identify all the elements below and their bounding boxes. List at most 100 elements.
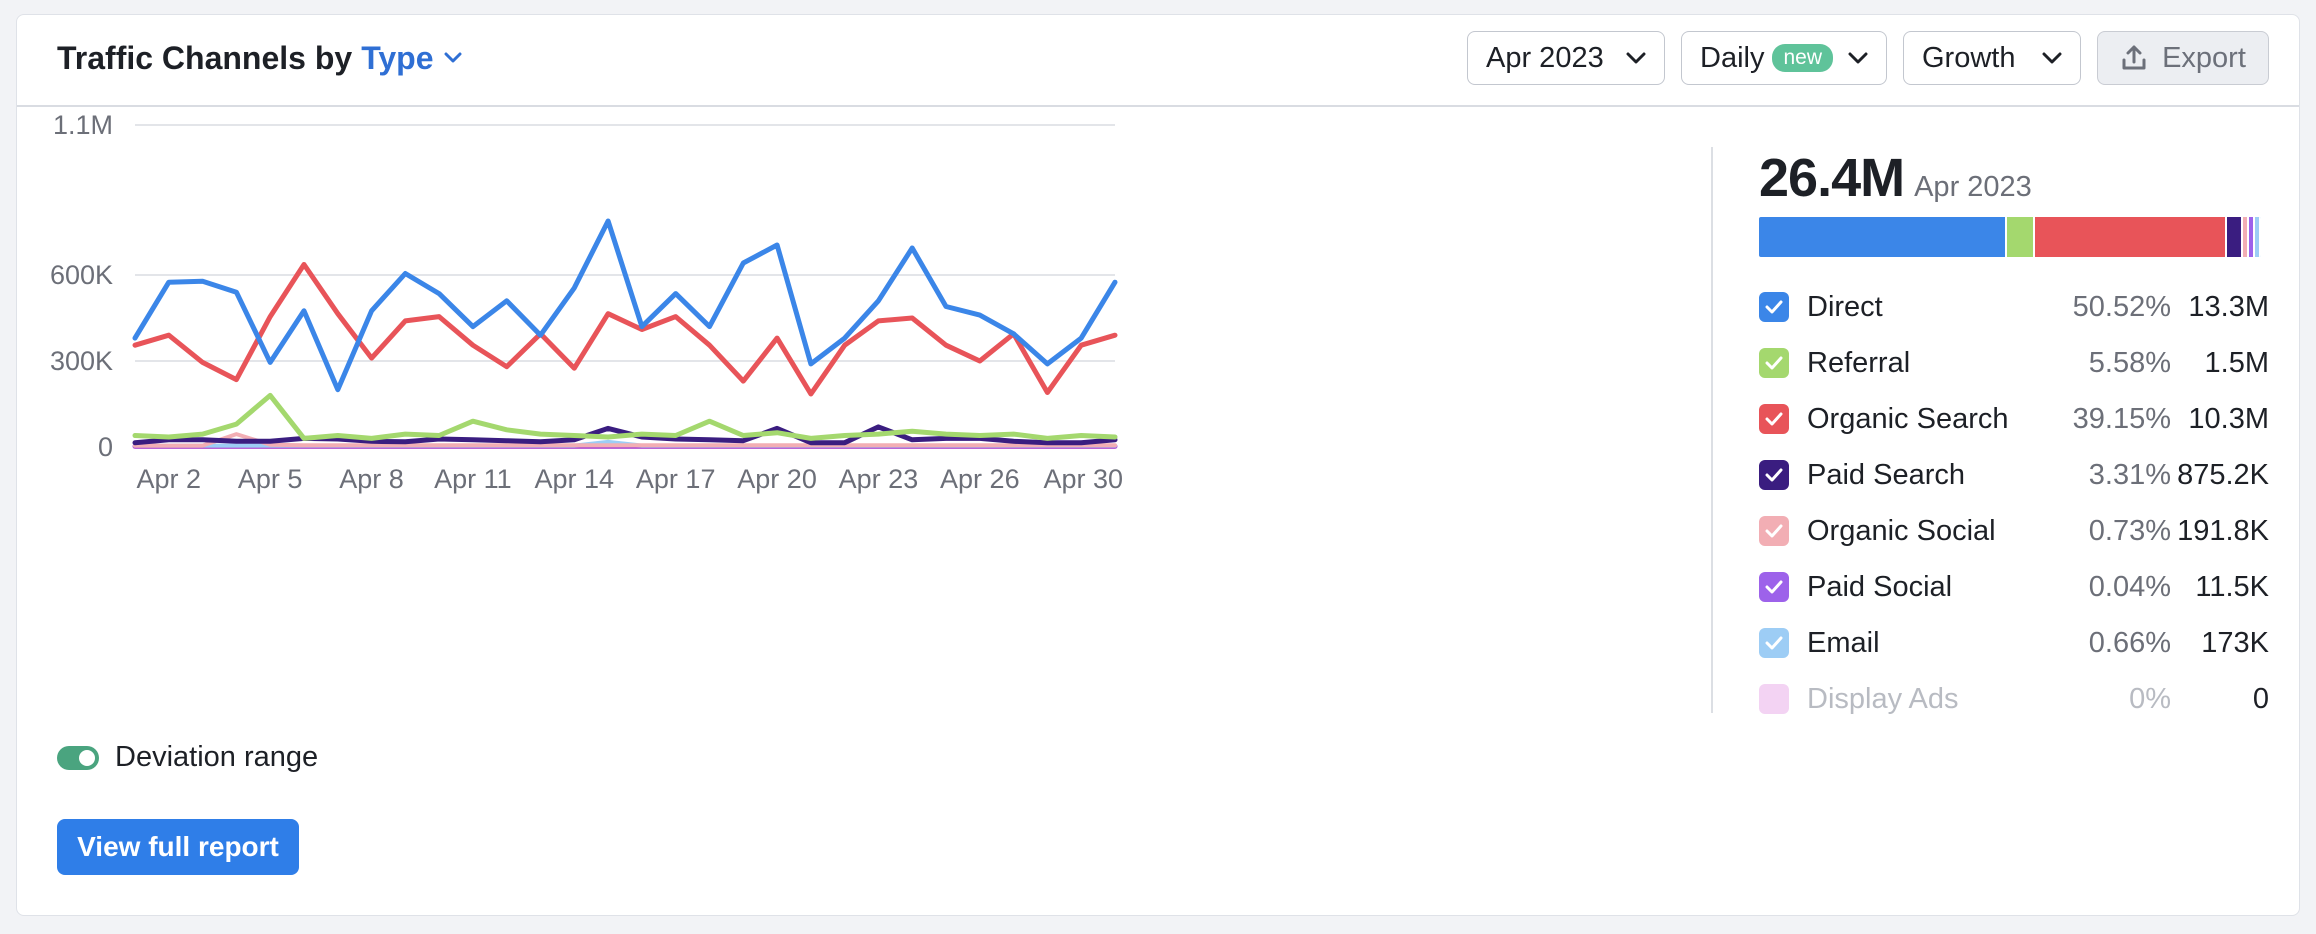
header-controls: Apr 2023 Daily new Growth Export: [1467, 31, 2269, 85]
x-tick-label: Apr 2: [137, 464, 202, 494]
legend-row[interactable]: Direct 50.52% 13.3M: [1759, 279, 2279, 335]
chevron-down-icon: [2042, 52, 2062, 64]
legend-name: Paid Social: [1807, 570, 1953, 603]
total-period: Apr 2023: [1914, 171, 2032, 203]
x-tick-label: Apr 30: [1043, 464, 1123, 494]
legend-name: Referral: [1807, 346, 1911, 379]
check-icon: [1765, 636, 1783, 650]
legend-checkbox[interactable]: [1759, 684, 1789, 714]
legend-checkbox[interactable]: [1759, 348, 1789, 378]
export-button[interactable]: Export: [2097, 31, 2269, 85]
legend-percent: 0.04%: [2088, 570, 2171, 603]
legend-percent: 3.31%: [2088, 458, 2171, 491]
legend-name: Organic Social: [1807, 514, 1996, 547]
panel-divider: [1711, 147, 1713, 713]
legend-row[interactable]: Paid Social 0.04% 11.5K: [1759, 559, 2279, 615]
date-select-label: Apr 2023: [1486, 41, 1604, 74]
check-icon: [1765, 468, 1783, 482]
share-segment: [1759, 217, 2008, 257]
y-tick-label: 600K: [50, 260, 113, 290]
legend-checkbox[interactable]: [1759, 628, 1789, 658]
check-icon: [1765, 300, 1783, 314]
legend-row[interactable]: Organic Search 39.15% 10.3M: [1759, 391, 2279, 447]
traffic-channels-card: Traffic Channels by Type Apr 2023 Daily …: [16, 14, 2300, 916]
granularity-select[interactable]: Daily new: [1681, 31, 1887, 85]
x-tick-label: Apr 23: [839, 464, 919, 494]
legend-checkbox[interactable]: [1759, 404, 1789, 434]
check-icon: [1765, 580, 1783, 594]
chevron-down-icon: [1626, 52, 1646, 64]
series-line-paid-search[interactable]: [132, 424, 1118, 446]
x-tick-label: Apr 17: [636, 464, 716, 494]
card-header: Traffic Channels by Type Apr 2023 Daily …: [17, 15, 2299, 107]
legend-value: 875.2K: [2177, 458, 2269, 491]
check-icon: [1765, 524, 1783, 538]
series-line-direct[interactable]: [132, 218, 1118, 393]
legend-value: 1.5M: [2204, 346, 2269, 379]
export-label: Export: [2162, 41, 2246, 74]
legend-percent: 0.73%: [2088, 514, 2171, 547]
x-tick-label: Apr 5: [238, 464, 303, 494]
channel-legend: Direct 50.52% 13.3M Referral 5.58% 1.5M Organi…: [1759, 279, 2279, 727]
y-tick-label: 1.1M: [53, 110, 113, 140]
deviation-toggle-row: Deviation range: [57, 741, 318, 774]
granularity-select-label: Daily: [1700, 41, 1765, 74]
legend-name: Display Ads: [1807, 682, 1959, 715]
chevron-down-icon: [1848, 52, 1868, 64]
legend-name: Organic Search: [1807, 402, 2009, 435]
legend-percent: 50.52%: [2072, 290, 2171, 323]
legend-percent: 0%: [2129, 682, 2171, 715]
chevron-down-icon: [444, 52, 461, 63]
legend-row[interactable]: Organic Social 0.73% 191.8K: [1759, 503, 2279, 559]
share-segment: [2034, 217, 2227, 257]
traffic-line-chart: 0 300K 600K 1.1M Apr 2 Apr 5 Apr 8 Apr 11 Apr 14…: [50, 110, 1123, 494]
check-icon: [1765, 356, 1783, 370]
date-select[interactable]: Apr 2023: [1467, 31, 1665, 85]
series-line-organic-social[interactable]: [133, 432, 1117, 448]
check-icon: [1765, 412, 1783, 426]
x-tick-label: Apr 8: [339, 464, 404, 494]
total-value: 26.4M: [1759, 148, 1905, 208]
legend-row[interactable]: Referral 5.58% 1.5M: [1759, 335, 2279, 391]
y-tick-label: 0: [98, 432, 113, 462]
summary-panel: 26.4M Apr 2023 Direct 50.52% 13.3M Referral…: [1759, 147, 2279, 715]
legend-checkbox[interactable]: [1759, 292, 1789, 322]
legend-name: Paid Search: [1807, 458, 1965, 491]
legend-value: 10.3M: [2188, 402, 2269, 435]
metric-select[interactable]: Growth: [1903, 31, 2081, 85]
legend-name: Direct: [1807, 290, 1883, 323]
legend-value: 191.8K: [2177, 514, 2269, 547]
new-badge: new: [1772, 44, 1833, 72]
legend-percent: 39.15%: [2072, 402, 2171, 435]
legend-row[interactable]: Paid Search 3.31% 875.2K: [1759, 447, 2279, 503]
deviation-range-label: Deviation range: [115, 741, 319, 773]
legend-row[interactable]: Display Ads 0% 0: [1759, 671, 2279, 727]
title-text: Traffic Channels by: [57, 39, 353, 76]
share-segment: [2226, 217, 2244, 257]
deviation-range-toggle[interactable]: [57, 745, 99, 770]
y-tick-label: 300K: [50, 346, 113, 376]
metric-select-label: Growth: [1922, 41, 2016, 74]
x-tick-label: Apr 26: [940, 464, 1020, 494]
legend-checkbox[interactable]: [1759, 460, 1789, 490]
legend-value: 13.3M: [2188, 290, 2269, 323]
x-tick-label: Apr 11: [434, 464, 512, 494]
legend-percent: 5.58%: [2088, 346, 2171, 379]
x-tick-label: Apr 20: [737, 464, 817, 494]
upload-icon: [2122, 45, 2146, 70]
legend-percent: 0.66%: [2088, 626, 2171, 659]
card-title: Traffic Channels by Type: [57, 33, 462, 83]
share-segment: [2249, 217, 2256, 257]
share-segment: [2007, 217, 2035, 257]
type-dropdown-label: Type: [361, 39, 434, 76]
legend-checkbox[interactable]: [1759, 516, 1789, 546]
legend-row[interactable]: Email 0.66% 173K: [1759, 615, 2279, 671]
series-line-organic-search[interactable]: [132, 262, 1118, 397]
type-dropdown[interactable]: Type: [361, 40, 461, 77]
total-row: 26.4M Apr 2023: [1759, 147, 2279, 209]
share-stacked-bar: [1759, 217, 2261, 257]
share-segment: [2243, 217, 2250, 257]
legend-checkbox[interactable]: [1759, 572, 1789, 602]
view-full-report-button[interactable]: View full report: [57, 819, 299, 875]
series-line-referral[interactable]: [132, 392, 1118, 441]
